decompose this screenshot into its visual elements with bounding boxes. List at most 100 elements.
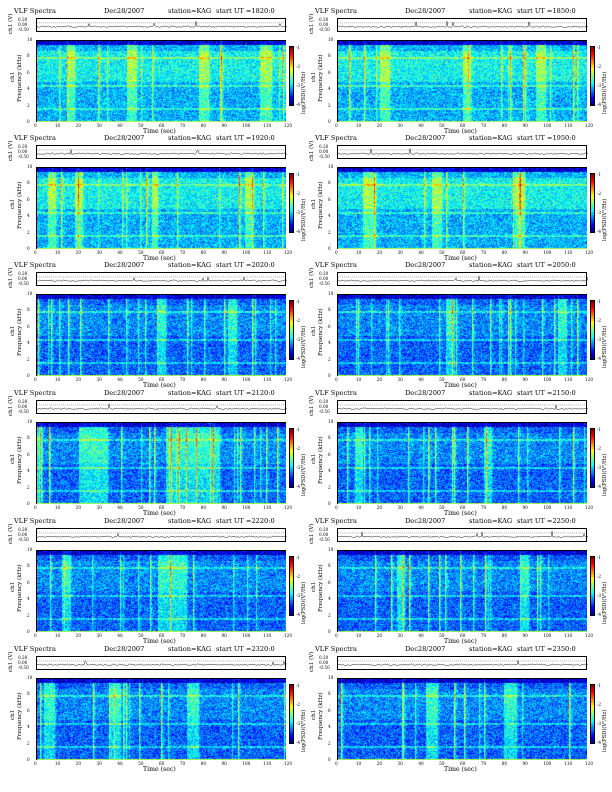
panel-title: VLF Spectra: [14, 134, 56, 142]
trace-tick-label: 0.20: [319, 655, 329, 660]
colorbar-tick-label: -4: [296, 612, 301, 617]
panel-date: Dec28/2007: [104, 517, 145, 525]
frequency-tick-label: 4: [328, 724, 331, 730]
spectrogram-heatmap: [37, 295, 286, 376]
colorbar-tick-label: -3: [597, 337, 602, 342]
spectrogram-heatmap: [338, 679, 587, 760]
trace-tick-label: 0.00: [18, 404, 28, 409]
time-tick-label: 50: [138, 633, 144, 638]
time-tick-label: 20: [75, 761, 81, 766]
frequency-tick-label: 4: [27, 86, 30, 92]
spectrogram-frame: [36, 40, 286, 122]
trace-tick-label: 0.00: [18, 149, 28, 154]
time-tick-label: 40: [418, 633, 424, 638]
trace-tick-label: 0.20: [319, 399, 329, 404]
trace-tick-label: -0.50: [319, 537, 330, 542]
time-tick-label: 0: [34, 377, 37, 382]
frequency-tick-label: 10: [27, 547, 33, 552]
colorbar-tick-label: -2: [597, 446, 602, 451]
colorbar-tick-label: -3: [597, 721, 602, 726]
trace-path: [36, 403, 288, 410]
frequency-tick-label: 0: [27, 757, 30, 762]
frequency-tick-label: 6: [27, 69, 30, 75]
voltage-trace: [337, 656, 589, 670]
spectrogram-ylabel: Frequency (kHz): [17, 308, 23, 356]
colorbar-tick-label: -1: [296, 683, 301, 688]
frequency-tick-label: 4: [328, 340, 331, 346]
trace-ylabel: ch1 (V): [309, 395, 315, 416]
time-tick-label: 90: [221, 505, 227, 510]
panel-start-time: start UT =2120:0: [216, 389, 275, 397]
colorbar: [289, 428, 294, 488]
spectrogram-frame: [36, 678, 286, 760]
frequency-tick-label: 0: [27, 629, 30, 634]
time-axis-label: Time (sec): [444, 255, 477, 262]
time-tick-label: 60: [159, 761, 165, 766]
time-tick-label: 120: [585, 505, 593, 510]
colorbar: [289, 684, 294, 744]
trace-path: [337, 276, 589, 282]
time-tick-label: 90: [522, 761, 528, 766]
frequency-tick-label: 10: [27, 675, 33, 680]
colorbar-tick-label: -4: [597, 102, 602, 107]
trace-path: [337, 21, 589, 28]
panel-start-time: start UT =2250:0: [517, 517, 576, 525]
panel-station: station=KAG: [168, 261, 212, 269]
trace-tick-label: -0.50: [18, 154, 29, 159]
time-tick-label: 120: [585, 761, 593, 766]
time-tick-label: 70: [179, 761, 186, 766]
time-tick-label: 70: [480, 377, 487, 382]
time-tick-label: 110: [564, 761, 573, 766]
colorbar-tick-label: -2: [597, 318, 602, 323]
trace-tick-label: 0.00: [319, 660, 329, 665]
colorbar: [289, 173, 294, 233]
spectrogram-panel: VLF Spectra Dec28/2007 station=KAG start UT…: [8, 133, 308, 263]
panel-header: VLF Spectra Dec28/2007 station=KAG start UT…: [309, 516, 609, 526]
panel-date: Dec28/2007: [405, 261, 446, 269]
time-tick-label: 40: [117, 250, 123, 255]
spectrogram-frame: [36, 294, 286, 376]
colorbar-tick-label: -2: [597, 574, 602, 579]
spectrogram-frame: [337, 678, 587, 760]
colorbar-tick-label: -2: [296, 702, 301, 707]
panel-title: VLF Spectra: [315, 645, 357, 653]
time-axis-label: Time (sec): [444, 638, 477, 645]
time-tick-label: 100: [242, 633, 251, 638]
time-axis-label: Time (sec): [143, 510, 176, 517]
panel-title: VLF Spectra: [14, 261, 56, 269]
time-axis-label: Time (sec): [444, 766, 477, 773]
time-tick-label: 70: [480, 250, 487, 255]
time-tick-label: 100: [242, 123, 251, 128]
trace-tick-label: 0.00: [319, 22, 329, 27]
panel-start-time: start UT =2020:0: [216, 261, 275, 269]
spectrogram-ylabel: Frequency (kHz): [17, 692, 23, 740]
time-tick-label: 60: [460, 505, 466, 510]
trace-tick-label: -0.50: [319, 281, 330, 286]
colorbar-label: log(PSD)(V²/Hz): [602, 453, 608, 496]
panel-station: station=KAG: [168, 7, 212, 15]
time-tick-label: 50: [138, 250, 144, 255]
time-tick-label: 60: [159, 377, 165, 382]
trace-tick-label: -0.50: [319, 154, 330, 159]
frequency-tick-label: 0: [27, 501, 30, 506]
time-tick-label: 70: [179, 377, 186, 382]
frequency-tick-label: 2: [27, 484, 30, 490]
spectrogram-ylabel-channel: ch1: [10, 71, 16, 82]
frequency-tick-label: 8: [27, 691, 30, 697]
trace-ylabel: ch1 (V): [8, 651, 14, 672]
frequency-tick-label: 6: [328, 69, 331, 75]
trace-ylabel: ch1 (V): [309, 140, 315, 161]
panel-station: station=KAG: [469, 517, 513, 525]
colorbar-label: log(PSD)(V²/Hz): [602, 709, 608, 752]
colorbar: [289, 300, 294, 360]
trace-line: [36, 21, 288, 28]
trace-ylabel: ch1 (V): [8, 395, 14, 416]
frequency-tick-label: 10: [27, 37, 33, 42]
trace-tick-label: 0.20: [18, 399, 28, 404]
panel-header: VLF Spectra Dec28/2007 station=KAG start UT…: [309, 644, 609, 654]
colorbar-tick-label: -4: [296, 102, 301, 107]
trace-path: [36, 532, 288, 538]
frequency-tick-label: 8: [27, 435, 30, 441]
spectrogram-ylabel: Frequency (kHz): [318, 436, 324, 484]
frequency-tick-label: 10: [328, 675, 334, 680]
